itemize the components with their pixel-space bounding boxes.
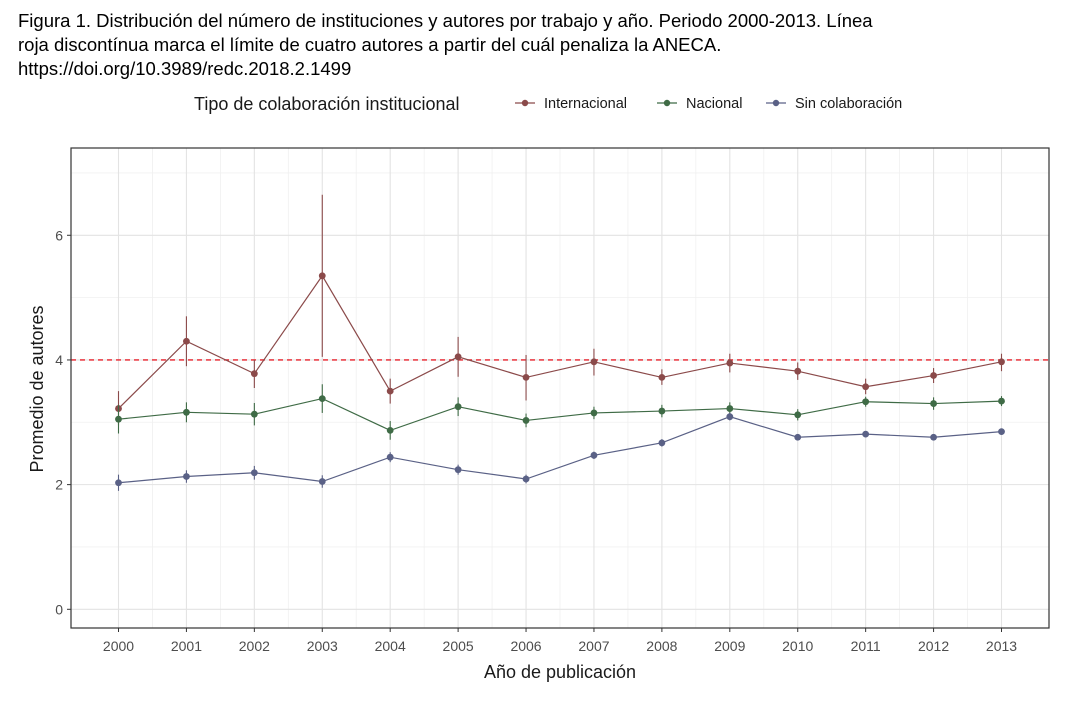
x-tick-label: 2010 [782,638,813,654]
data-point [183,473,190,480]
panel-border [70,147,1050,629]
data-point [862,430,870,438]
legend: Tipo de colaboración institucional Inter… [194,94,902,114]
legend-label: Internacional [544,96,627,112]
data-point [998,397,1005,405]
legend-key-point [521,99,529,107]
data-point [590,451,598,459]
data-point [658,439,666,447]
data-point [454,353,462,361]
y-tick-label: 4 [55,352,63,368]
data-point [794,433,802,441]
x-tick-label: 2004 [375,638,406,654]
series-line [118,416,1002,484]
x-tick-label: 2011 [851,638,881,654]
y-axis-title: Promedio de autores [27,305,47,472]
caption-line-2: roja discontínua marca el límite de cuat… [18,34,722,55]
caption-line-3: https://doi.org/10.3989/redc.2018.2.1499 [18,58,352,79]
data-point [794,411,802,419]
data-point [454,403,462,411]
legend-label: Nacional [686,96,742,112]
x-tick-label: 2005 [443,638,474,654]
caption-line-1: Figura 1. Distribución del número de ins… [18,10,873,31]
data-point [998,428,1005,436]
data-point [183,408,190,416]
data-point [726,359,734,367]
x-tick-label: 2008 [646,638,677,654]
x-tick-label: 2001 [171,638,202,654]
legend-key-point [772,99,780,107]
x-tick-label: 2013 [986,638,1017,654]
series-nacional [115,384,1005,440]
x-tick-label: 2007 [578,638,609,654]
data-point [658,407,666,415]
y-tick-label: 6 [55,227,63,243]
data-point [930,433,937,441]
y-tick-label: 2 [55,477,63,493]
x-tick-label: 2000 [103,638,134,654]
data-point [250,370,258,378]
data-point [590,409,598,417]
data-point [522,374,530,381]
data-point [658,374,666,381]
data-point [318,272,326,280]
data-point [115,415,122,423]
x-tick-label: 2012 [918,638,949,654]
data-point [998,358,1005,366]
series-internacional [115,194,1005,426]
data-point [386,426,394,434]
x-tick-label: 2002 [239,638,270,654]
data-point [318,395,326,402]
x-tick-label: 2003 [307,638,338,654]
data-point [250,410,258,418]
legend-item: Sin colaboración [766,96,902,112]
legend-label: Sin colaboración [795,96,902,112]
data-point [930,372,937,379]
data-point [522,417,530,424]
data-point [115,479,122,487]
data-point [590,358,598,366]
figure-caption: Figura 1. Distribución del número de ins… [18,9,1078,81]
data-point [318,478,326,485]
legend-key-point [663,99,671,107]
data-point [250,469,258,477]
x-tick-label: 2006 [510,638,541,654]
data-point [726,413,734,421]
data-point [794,367,802,375]
data-point [183,337,190,345]
legend-title: Tipo de colaboración institucional [194,94,460,114]
data-point [454,466,462,474]
series-line [118,397,1002,432]
data-point [930,400,937,407]
plot-panel: 0 2 4 6 2000 2001 2002 2003 2004 2005 2006 2007 2008… [55,147,1050,654]
data-point [386,453,394,461]
x-tick-label: 2009 [714,638,745,654]
series-line [118,274,1002,409]
y-tick-label: 0 [55,601,63,617]
data-point [726,405,734,412]
series-sin-colaboracion [115,412,1005,491]
data-point [386,387,394,395]
data-point [862,398,870,406]
x-axis-title: Año de publicación [484,662,636,682]
legend-item: Internacional [515,96,627,112]
data-point [522,475,530,483]
legend-item: Nacional [657,96,742,112]
data-point [862,383,870,391]
